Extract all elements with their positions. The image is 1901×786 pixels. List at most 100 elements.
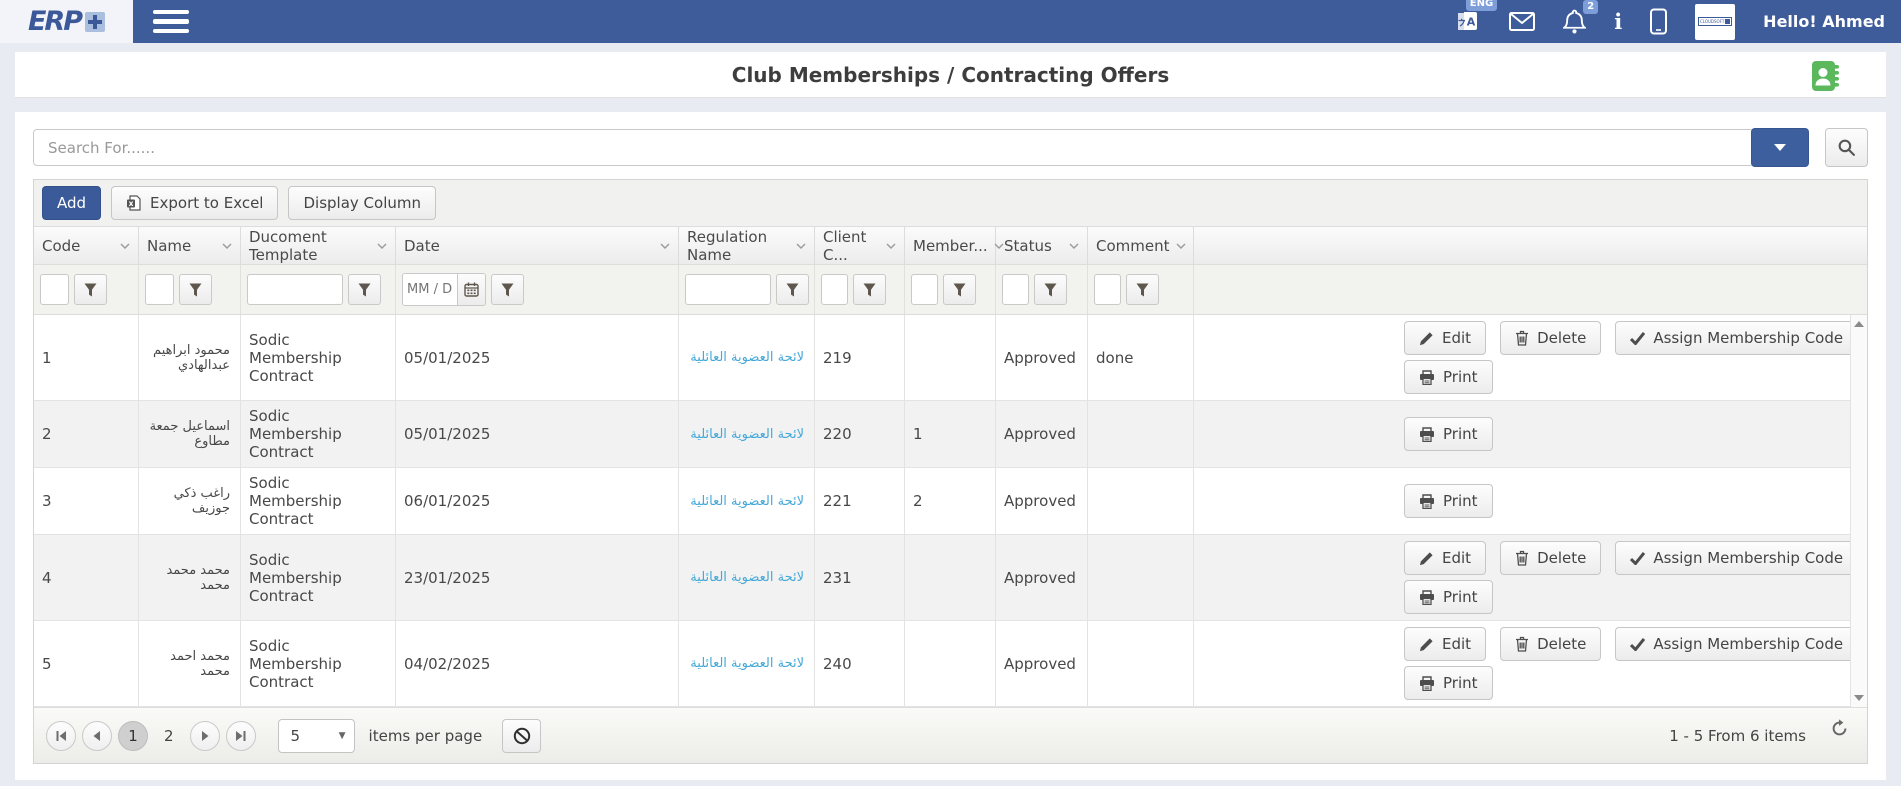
display-column-button[interactable]: Display Column: [288, 186, 436, 220]
name-filter-button[interactable]: [179, 274, 212, 305]
funnel-icon: [84, 283, 97, 296]
regulation-filter-input[interactable]: [685, 274, 771, 305]
page-button[interactable]: 2: [164, 726, 174, 745]
column-label: Status: [1004, 236, 1052, 255]
regulation-link[interactable]: لائحة العضوية العائلية: [690, 426, 804, 442]
template-filter-input[interactable]: [247, 274, 343, 305]
print-button[interactable]: Print: [1404, 360, 1493, 394]
column-menu-chevron-icon[interactable]: [790, 243, 806, 249]
trash-icon: [1516, 550, 1529, 566]
column-header-document-template[interactable]: Ducoment Template: [241, 227, 396, 264]
assign-label: Assign Membership Code: [1653, 329, 1844, 347]
brand-logo[interactable]: CLOUDSOFT: [1695, 3, 1736, 40]
date-filter-button[interactable]: [491, 274, 524, 305]
column-header-name[interactable]: Name: [139, 227, 241, 264]
edit-button[interactable]: Edit: [1404, 541, 1487, 575]
caret-down-icon: [1774, 144, 1786, 151]
cell-date: 23/01/2025: [396, 535, 679, 620]
delete-button[interactable]: Delete: [1500, 321, 1602, 355]
brand-logo-text: CLOUDSOFT: [1699, 19, 1725, 24]
previous-page-button[interactable]: [82, 720, 112, 751]
comment-filter-input[interactable]: [1094, 274, 1121, 305]
delete-label: Delete: [1537, 635, 1587, 653]
print-button[interactable]: Print: [1404, 580, 1493, 614]
refresh-button[interactable]: [1830, 719, 1849, 738]
column-menu-chevron-icon[interactable]: [371, 243, 387, 249]
cell-actions: Print: [1194, 401, 1850, 467]
clear-filters-button[interactable]: [502, 718, 542, 753]
export-to-excel-button[interactable]: x Export to Excel: [111, 186, 279, 220]
column-header-comment[interactable]: Comment: [1088, 227, 1194, 264]
column-menu-chevron-icon[interactable]: [1170, 243, 1186, 249]
edit-button[interactable]: Edit: [1404, 321, 1487, 355]
assign-membership-code-button[interactable]: Assign Membership Code: [1615, 627, 1859, 661]
scroll-down-icon[interactable]: [1854, 695, 1864, 701]
assign-membership-code-button[interactable]: Assign Membership Code: [1615, 541, 1859, 575]
template-filter-button[interactable]: [348, 274, 381, 305]
print-button[interactable]: Print: [1404, 484, 1493, 518]
date-filter-input[interactable]: [403, 274, 457, 305]
column-header-date[interactable]: Date: [396, 227, 679, 264]
regulation-link[interactable]: لائحة العضوية العائلية: [690, 570, 804, 585]
member-filter-input[interactable]: [911, 274, 938, 305]
table-row: 5 محمد احمد محمد Sodic Membership Contra…: [34, 621, 1859, 707]
excel-file-icon: x: [127, 195, 141, 211]
column-menu-chevron-icon[interactable]: [654, 243, 670, 249]
scroll-up-icon[interactable]: [1854, 321, 1864, 327]
date-picker-button[interactable]: [457, 274, 485, 305]
hamburger-menu-icon[interactable]: [153, 5, 189, 39]
print-button[interactable]: Print: [1404, 666, 1493, 700]
regulation-link[interactable]: لائحة العضوية العائلية: [690, 656, 804, 671]
client-code-filter-input[interactable]: [821, 274, 848, 305]
column-header-status[interactable]: Status: [996, 227, 1088, 264]
info-button[interactable]: i: [1614, 11, 1622, 32]
client-code-filter-button[interactable]: [853, 274, 886, 305]
column-menu-chevron-icon[interactable]: [1063, 243, 1079, 249]
column-header-regulation-name[interactable]: Regulation Name: [679, 227, 815, 264]
last-page-button[interactable]: [225, 720, 256, 751]
status-filter-button[interactable]: [1034, 274, 1067, 305]
name-filter-input[interactable]: [145, 274, 174, 305]
edit-button[interactable]: Edit: [1404, 627, 1487, 661]
column-menu-chevron-icon[interactable]: [114, 243, 130, 249]
user-greeting[interactable]: Hello! Ahmed: [1763, 12, 1885, 31]
first-page-button[interactable]: [46, 720, 76, 751]
print-button[interactable]: Print: [1404, 417, 1493, 451]
status-filter-input[interactable]: [1002, 274, 1029, 305]
page-size-select[interactable]: 5 ▼: [277, 718, 355, 753]
comment-filter-button[interactable]: [1126, 274, 1159, 305]
cell-code: 1: [34, 315, 139, 400]
member-filter-button[interactable]: [943, 274, 976, 305]
next-page-button[interactable]: [189, 720, 220, 751]
column-menu-chevron-icon[interactable]: [880, 243, 896, 249]
assign-membership-code-button[interactable]: Assign Membership Code: [1615, 321, 1859, 355]
code-filter-button[interactable]: [74, 274, 107, 305]
delete-button[interactable]: Delete: [1500, 541, 1602, 575]
notifications-button[interactable]: 2: [1563, 0, 1599, 34]
funnel-icon: [501, 283, 514, 296]
language-switcher[interactable]: ENG A: [1454, 0, 1498, 35]
regulation-filter-button[interactable]: [776, 274, 809, 305]
add-button[interactable]: Add: [42, 186, 102, 220]
vertical-scrollbar[interactable]: [1850, 315, 1867, 707]
contacts-button[interactable]: [1810, 59, 1840, 97]
mobile-app-button[interactable]: [1650, 8, 1668, 35]
delete-button[interactable]: Delete: [1500, 627, 1602, 661]
regulation-link[interactable]: لائحة العضوية العائلية: [690, 493, 804, 509]
column-menu-chevron-icon[interactable]: [988, 243, 1004, 249]
page-button-current[interactable]: 1: [118, 720, 148, 751]
messages-button[interactable]: [1509, 12, 1536, 31]
column-header-client-code[interactable]: Client C...: [815, 227, 905, 264]
app-logo[interactable]: ERP: [0, 0, 133, 43]
search-input[interactable]: [33, 129, 1754, 166]
cell-regulation: لائحة العضوية العائلية: [679, 401, 815, 467]
regulation-link[interactable]: لائحة العضوية العائلية: [690, 350, 804, 365]
code-filter-input[interactable]: [40, 274, 69, 305]
column-menu-chevron-icon[interactable]: [216, 243, 232, 249]
search-button[interactable]: [1825, 128, 1868, 167]
delete-label: Delete: [1537, 329, 1587, 347]
column-header-code[interactable]: Code: [34, 227, 139, 264]
cell-template: Sodic Membership Contract: [241, 535, 396, 620]
search-options-dropdown[interactable]: [1751, 128, 1809, 167]
column-header-member[interactable]: Member...: [905, 227, 1004, 264]
